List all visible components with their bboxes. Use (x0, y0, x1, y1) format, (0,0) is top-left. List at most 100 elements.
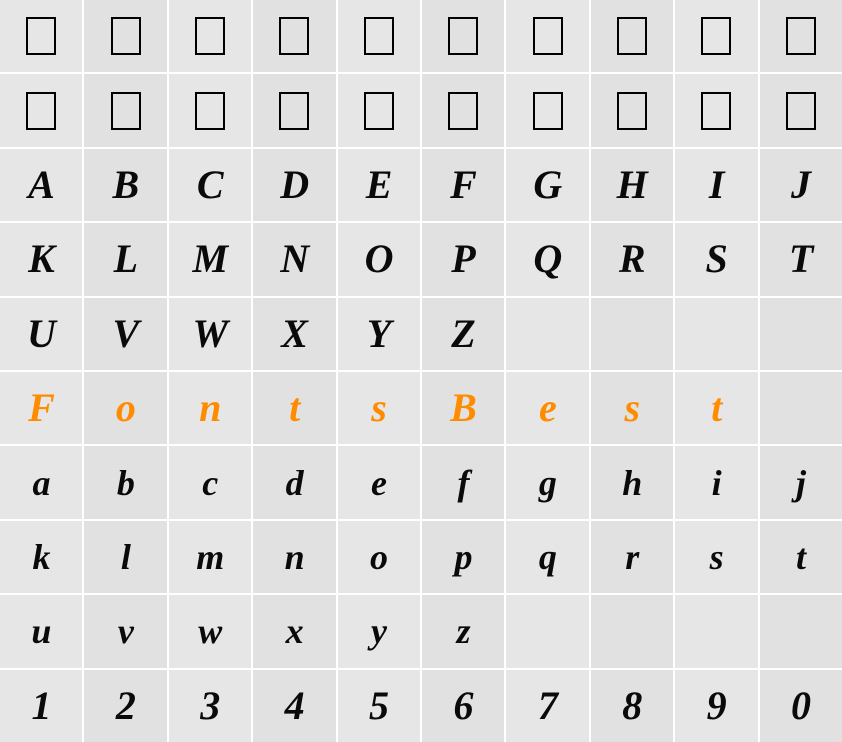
glyph-cell: L (84, 223, 166, 295)
glyph-cell: v (84, 595, 166, 667)
glyph-cell: 5 (338, 670, 420, 742)
glyph-cell: u (0, 595, 82, 667)
glyph-grid: ABCDEFGHIJKLMNOPQRSTUVWXYZFontsBestabcde… (0, 0, 842, 742)
glyph-label: Q (533, 239, 561, 279)
glyph-cell: O (338, 223, 420, 295)
glyph-cell (760, 372, 842, 444)
glyph-cell: 9 (675, 670, 757, 742)
glyph-cell: h (591, 446, 673, 518)
glyph-cell: t (760, 521, 842, 593)
glyph-cell: g (506, 446, 588, 518)
glyph-cell: 1 (0, 670, 82, 742)
empty-glyph-icon (364, 92, 394, 130)
glyph-label: d (286, 465, 304, 501)
glyph-label: O (365, 239, 393, 279)
empty-glyph-icon (26, 92, 56, 130)
glyph-cell: A (0, 149, 82, 221)
glyph-cell: E (338, 149, 420, 221)
glyph-cell: l (84, 521, 166, 593)
placeholder-cell (84, 74, 166, 146)
placeholder-cell (675, 0, 757, 72)
glyph-cell: W (169, 298, 251, 370)
glyph-cell: z (422, 595, 504, 667)
empty-glyph-icon (786, 92, 816, 130)
glyph-label: y (371, 613, 386, 649)
glyph-label: H (617, 165, 648, 205)
glyph-label: S (706, 239, 728, 279)
glyph-label: B (113, 165, 139, 205)
glyph-label: o (370, 539, 388, 575)
placeholder-cell (675, 74, 757, 146)
placeholder-cell (84, 0, 166, 72)
empty-glyph-icon (786, 17, 816, 55)
placeholder-cell (591, 74, 673, 146)
glyph-label: F (28, 388, 54, 428)
glyph-cell: q (506, 521, 588, 593)
glyph-label: W (192, 314, 227, 354)
glyph-label: c (202, 465, 217, 501)
empty-glyph-icon (279, 17, 309, 55)
glyph-label: t (796, 539, 806, 575)
glyph-cell: 4 (253, 670, 335, 742)
glyph-label: N (280, 239, 308, 279)
glyph-label: Z (451, 314, 475, 354)
glyph-cell: 7 (506, 670, 588, 742)
glyph-label: 9 (707, 686, 727, 726)
glyph-cell: G (506, 149, 588, 221)
glyph-label: V (113, 314, 139, 354)
glyph-cell: d (253, 446, 335, 518)
glyph-label: T (789, 239, 813, 279)
placeholder-cell (169, 0, 251, 72)
glyph-cell: D (253, 149, 335, 221)
glyph-label: 2 (116, 686, 136, 726)
placeholder-cell (422, 0, 504, 72)
placeholder-cell (760, 0, 842, 72)
glyph-label: J (791, 165, 811, 205)
glyph-label: U (27, 314, 55, 354)
placeholder-cell (506, 74, 588, 146)
placeholder-cell (591, 0, 673, 72)
glyph-cell: b (84, 446, 166, 518)
glyph-cell: R (591, 223, 673, 295)
glyph-label: e (539, 388, 556, 428)
placeholder-cell (0, 74, 82, 146)
glyph-cell: J (760, 149, 842, 221)
glyph-label: e (371, 465, 386, 501)
glyph-label: v (118, 613, 133, 649)
glyph-label: r (625, 539, 639, 575)
placeholder-cell (338, 74, 420, 146)
empty-glyph-icon (364, 17, 394, 55)
glyph-cell: f (422, 446, 504, 518)
placeholder-cell (506, 0, 588, 72)
glyph-cell: t (253, 372, 335, 444)
glyph-label: n (285, 539, 305, 575)
glyph-label: x (286, 613, 304, 649)
empty-glyph-icon (448, 17, 478, 55)
glyph-cell (760, 595, 842, 667)
empty-glyph-icon (111, 17, 141, 55)
empty-glyph-icon (195, 17, 225, 55)
glyph-cell: S (675, 223, 757, 295)
glyph-cell: 3 (169, 670, 251, 742)
glyph-cell: j (760, 446, 842, 518)
glyph-label: 0 (791, 686, 811, 726)
glyph-label: K (28, 239, 54, 279)
glyph-cell: Z (422, 298, 504, 370)
glyph-cell: P (422, 223, 504, 295)
glyph-cell: s (675, 521, 757, 593)
empty-glyph-icon (617, 17, 647, 55)
glyph-cell: M (169, 223, 251, 295)
empty-glyph-icon (111, 92, 141, 130)
glyph-label: i (712, 465, 722, 501)
glyph-cell: n (169, 372, 251, 444)
glyph-cell (591, 595, 673, 667)
glyph-cell: Y (338, 298, 420, 370)
glyph-label: t (711, 388, 722, 428)
glyph-cell: t (675, 372, 757, 444)
placeholder-cell (253, 74, 335, 146)
glyph-label: z (456, 613, 470, 649)
glyph-label: L (114, 239, 138, 279)
glyph-label: o (116, 388, 136, 428)
glyph-cell: x (253, 595, 335, 667)
glyph-label: k (32, 539, 50, 575)
